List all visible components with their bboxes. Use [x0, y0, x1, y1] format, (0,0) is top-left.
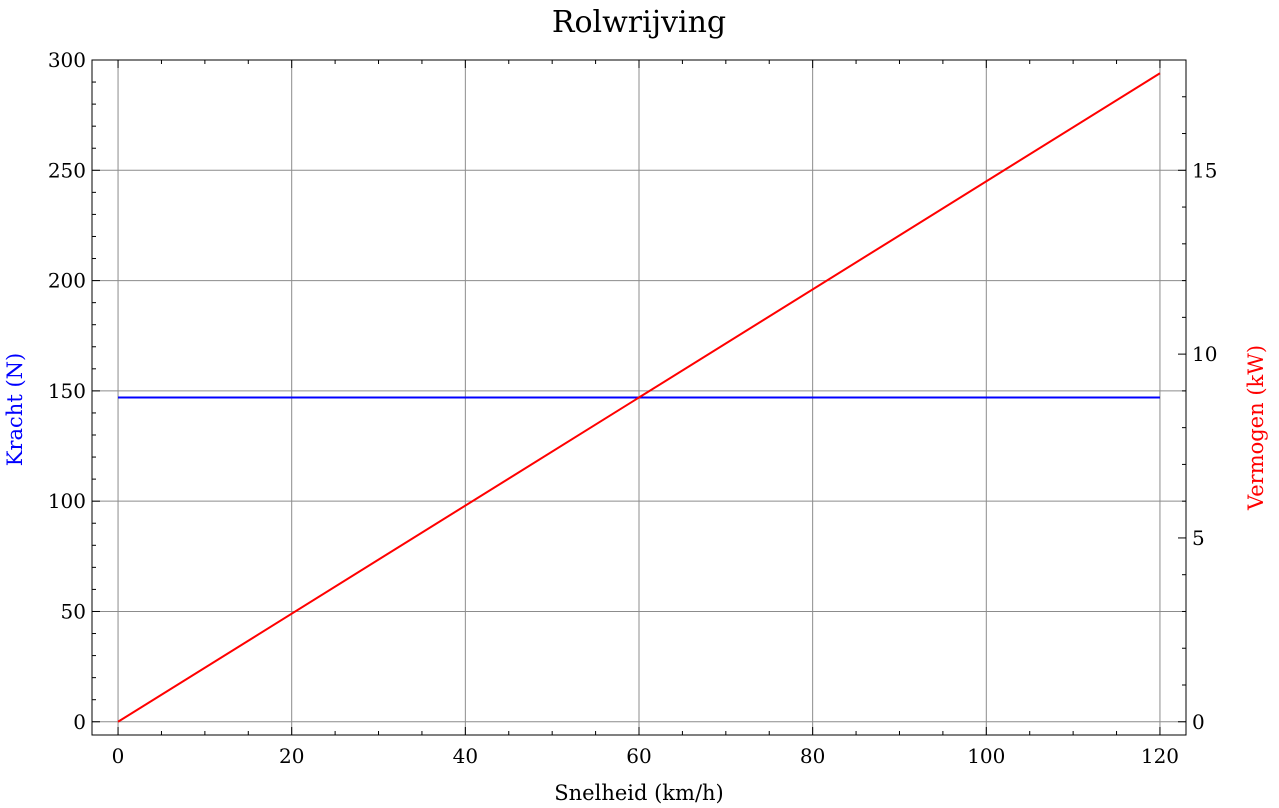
x-tick-label: 0 [112, 744, 125, 768]
y-right-tick-label: 0 [1192, 710, 1205, 734]
y-right-tick-label: 15 [1192, 158, 1217, 182]
x-tick-label: 100 [967, 744, 1005, 768]
y-left-tick-label: 100 [48, 489, 86, 513]
y-left-tick-label: 50 [61, 599, 86, 623]
x-tick-label: 20 [279, 744, 304, 768]
x-tick-label: 40 [453, 744, 478, 768]
y-left-tick-label: 0 [73, 710, 86, 734]
y-left-tick-label: 300 [48, 48, 86, 72]
tick-labels: 0 20 40 60 80 100 120 0 50 100 150 200 250 300 0 5 10 15 [48, 48, 1218, 768]
x-tick-label: 80 [800, 744, 825, 768]
series-layer [117, 72, 1161, 723]
y-axis-left-label: Kracht (N) [3, 353, 27, 466]
y-left-tick-label: 250 [48, 158, 86, 182]
x-tick-label: 60 [626, 744, 651, 768]
y-left-tick-label: 150 [48, 379, 86, 403]
axis-ticks [92, 59, 1186, 735]
y-axis-right-label: Vermogen (kW) [1244, 345, 1268, 511]
x-axis-label: Snelheid (km/h) [554, 781, 723, 805]
series-line-vermogen [117, 72, 1161, 723]
y-right-tick-label: 10 [1192, 342, 1217, 366]
y-left-tick-label: 200 [48, 269, 86, 293]
y-right-tick-label: 5 [1192, 526, 1205, 550]
x-tick-label: 120 [1141, 744, 1179, 768]
chart-title: Rolwrijving [552, 5, 726, 40]
